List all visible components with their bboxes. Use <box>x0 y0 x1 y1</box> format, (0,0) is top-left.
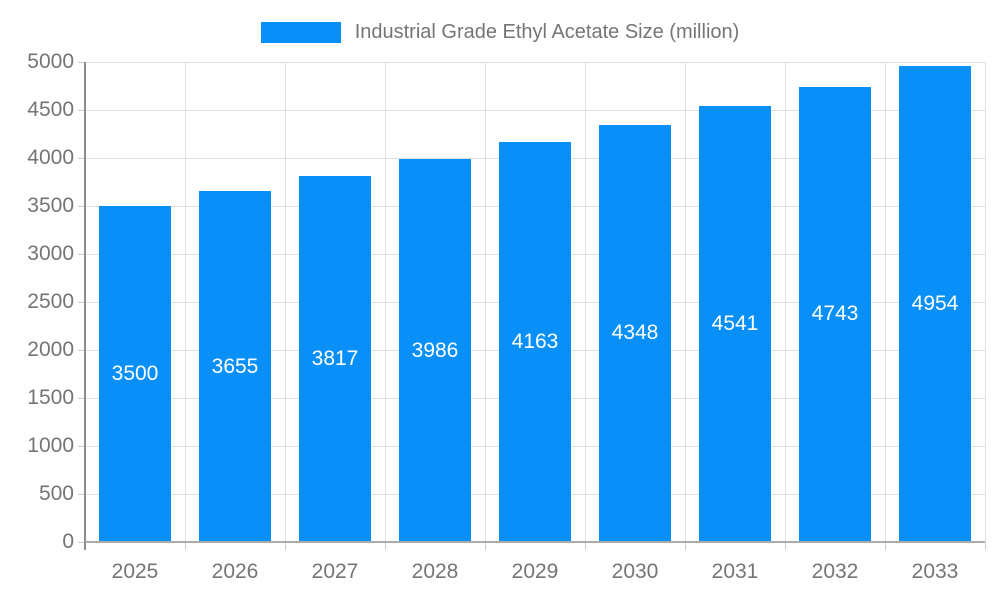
x-axis-label: 2028 <box>411 560 459 583</box>
bar-2032[interactable] <box>799 86 871 542</box>
x-axis-tick <box>584 542 586 550</box>
y-axis-tick <box>78 205 85 207</box>
bar-2025[interactable] <box>99 206 171 542</box>
y-axis-tick <box>78 541 85 543</box>
y-axis-label: 5000 <box>27 50 74 73</box>
bar-2026[interactable] <box>199 191 271 542</box>
x-axis-tick <box>184 542 186 550</box>
y-axis-tick <box>78 397 85 399</box>
bar-2027[interactable] <box>299 175 371 542</box>
x-axis-label: 2031 <box>711 560 759 583</box>
bar-2031[interactable] <box>699 106 771 542</box>
legend[interactable]: Industrial Grade Ethyl Acetate Size (mil… <box>0 20 1000 44</box>
y-axis-tick <box>78 349 85 351</box>
x-axis-tick <box>284 542 286 550</box>
x-axis-label: 2027 <box>311 560 359 583</box>
legend-label: Industrial Grade Ethyl Acetate Size (mil… <box>354 20 740 43</box>
gridline-horizontal <box>85 61 985 63</box>
gridline-horizontal <box>85 109 985 111</box>
y-axis-tick <box>78 301 85 303</box>
x-axis-tick <box>984 542 986 550</box>
y-axis-label: 3000 <box>27 242 74 265</box>
x-axis-tick <box>784 542 786 550</box>
gridline-vertical <box>684 62 686 542</box>
gridline-vertical <box>784 62 786 542</box>
bar-2030[interactable] <box>599 124 671 542</box>
y-axis-label: 3500 <box>27 194 74 217</box>
x-axis-tick <box>884 542 886 550</box>
y-axis-label: 4500 <box>27 98 74 121</box>
gridline-vertical <box>884 62 886 542</box>
x-axis-label: 2033 <box>911 560 959 583</box>
y-axis-label: 0 <box>62 530 74 553</box>
y-axis-tick <box>78 109 85 111</box>
y-axis-label: 500 <box>38 482 74 505</box>
gridline-vertical <box>184 62 186 542</box>
gridline-vertical <box>284 62 286 542</box>
x-axis-label: 2032 <box>811 560 859 583</box>
gridline-vertical <box>584 62 586 542</box>
y-axis-label: 1000 <box>27 434 74 457</box>
x-axis-tick <box>484 542 486 550</box>
y-axis-tick <box>78 253 85 255</box>
y-axis-label: 2000 <box>27 338 74 361</box>
bar-2033[interactable] <box>899 66 971 542</box>
bar-2029[interactable] <box>499 142 571 542</box>
x-axis-label: 2026 <box>211 560 259 583</box>
legend-swatch <box>260 21 341 43</box>
y-axis-label: 2500 <box>27 290 74 313</box>
x-axis-label: 2025 <box>111 560 159 583</box>
y-axis-label: 4000 <box>27 146 74 169</box>
y-axis-label: 1500 <box>27 386 74 409</box>
x-axis-line <box>85 541 985 543</box>
gridline-vertical <box>984 62 986 542</box>
x-axis-label: 2029 <box>511 560 559 583</box>
x-axis-label: 2030 <box>611 560 659 583</box>
gridline-vertical <box>484 62 486 542</box>
y-axis-tick <box>78 157 85 159</box>
y-axis-tick <box>78 493 85 495</box>
y-axis-line <box>84 62 86 550</box>
x-axis-tick <box>384 542 386 550</box>
x-axis-tick <box>684 542 686 550</box>
bar-2028[interactable] <box>399 159 471 542</box>
y-axis-tick <box>78 445 85 447</box>
y-axis-tick <box>78 61 85 63</box>
gridline-vertical <box>384 62 386 542</box>
